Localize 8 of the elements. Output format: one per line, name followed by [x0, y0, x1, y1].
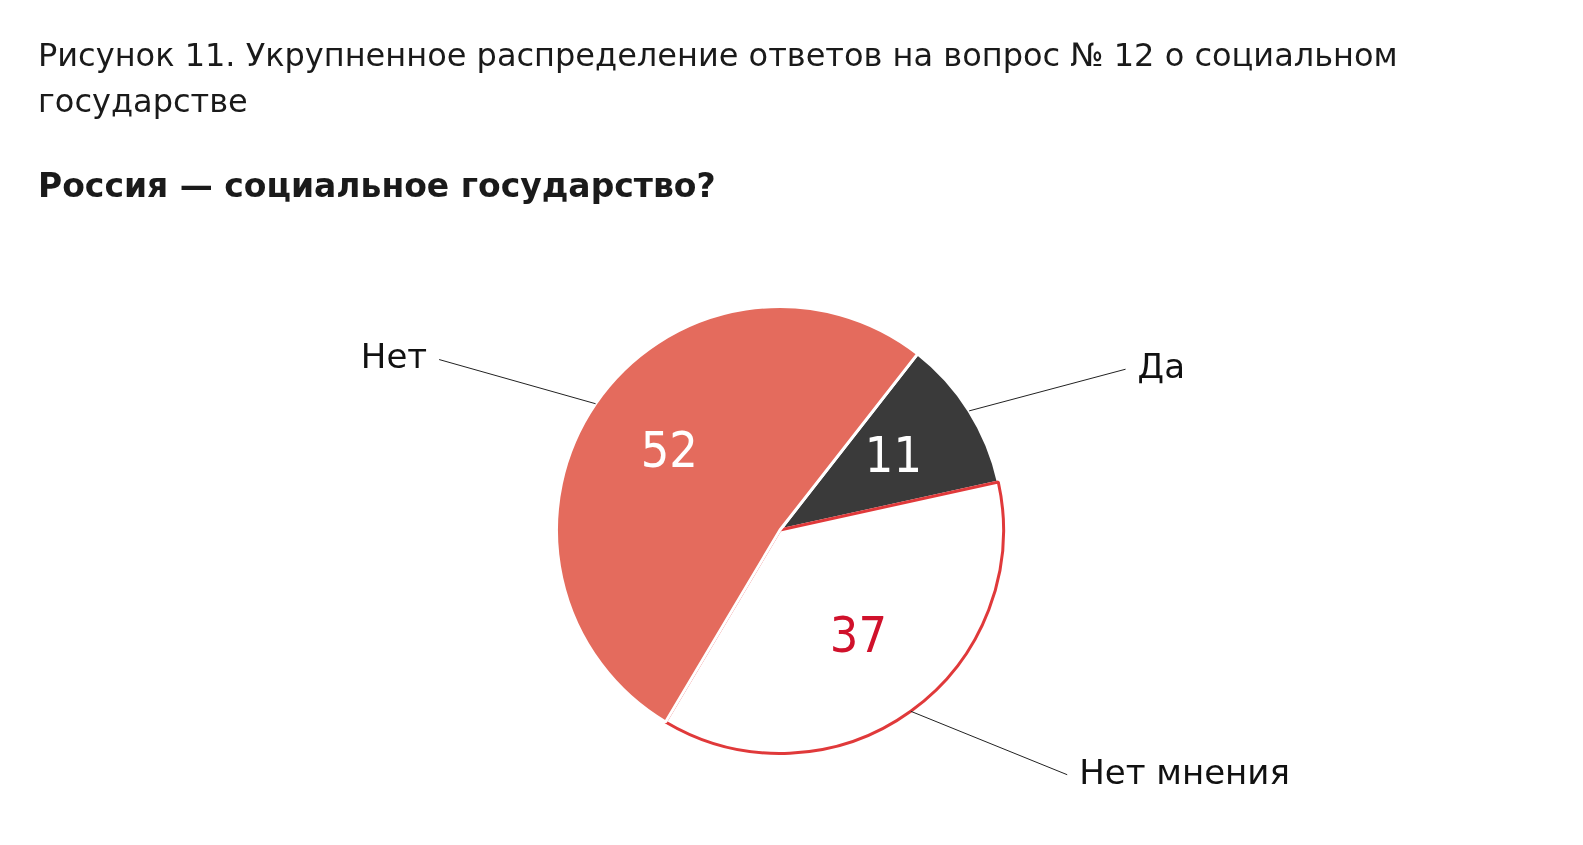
slice-label: Да	[1137, 346, 1185, 387]
chart-title: Рисунок 11. Укрупненное распределение ответов на вопрос № 12 о социальном государстве	[38, 35, 1399, 122]
data-label: 37	[829, 605, 888, 664]
data-label: 52	[640, 421, 698, 480]
data-label: 11	[864, 425, 923, 484]
slice-label: Нет мнения	[1079, 751, 1290, 792]
slice-label: Нет	[360, 336, 428, 377]
chart-subtitle: Россия — социальное государство?	[38, 166, 716, 205]
